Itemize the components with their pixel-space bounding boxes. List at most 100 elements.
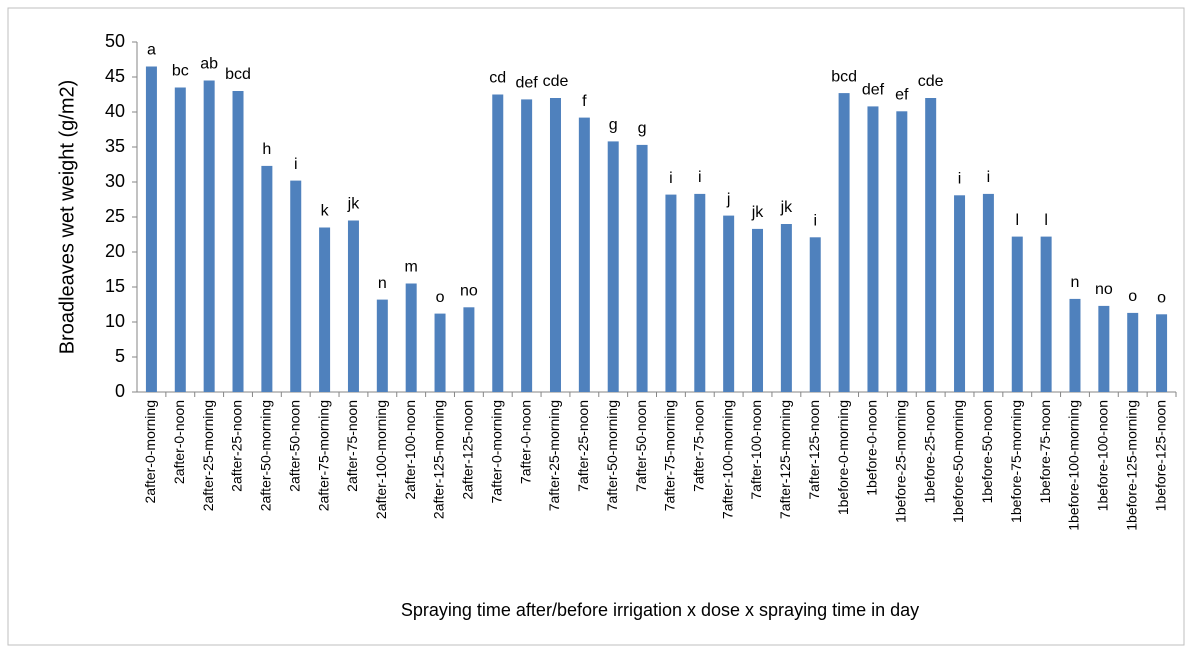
x-tick-label: 1before-125-noon: [1152, 400, 1168, 511]
y-tick-label: 0: [115, 381, 125, 401]
x-axis-label: Spraying time after/before irrigation x …: [401, 600, 919, 620]
bar-annotation: o: [1128, 288, 1137, 305]
bar: [578, 117, 590, 392]
x-tick-label: 7after-75-noon: [690, 400, 706, 492]
bar: [1011, 236, 1023, 392]
bar: [290, 180, 302, 392]
y-tick-label: 5: [115, 346, 125, 366]
x-tick-label: 1before-25-noon: [921, 400, 937, 504]
bar: [1127, 312, 1139, 392]
bar: [636, 144, 648, 392]
x-tick-label: 1before-0-morning: [835, 400, 851, 515]
bar-annotation: jk: [347, 196, 361, 213]
bar: [607, 141, 619, 392]
y-tick-label: 45: [105, 66, 125, 86]
bar: [752, 228, 764, 392]
bar-annotation: jk: [780, 199, 794, 216]
bar-annotation: m: [405, 259, 418, 276]
bar-annotation: o: [436, 289, 445, 306]
bar: [203, 80, 215, 392]
bar: [694, 193, 706, 392]
bar-annotation: ef: [895, 87, 909, 104]
bar: [319, 227, 331, 392]
x-tick-label: 2after-125-noon: [460, 400, 476, 500]
y-tick-label: 40: [105, 101, 125, 121]
bar: [1156, 314, 1168, 392]
y-axis-label: Broadleaves wet weight (g/m2): [56, 80, 78, 355]
bar-annotation: no: [1095, 281, 1113, 298]
x-tick-label: 7after-75-morning: [662, 400, 678, 511]
bar-annotation: f: [582, 93, 587, 110]
bar-annotation: l: [1044, 212, 1048, 229]
bar-annotation: def: [516, 75, 539, 92]
bar-annotation: j: [726, 191, 731, 208]
bar: [232, 91, 244, 392]
bar-annotation: i: [669, 170, 673, 187]
x-tick-label: 2after-100-noon: [402, 400, 418, 500]
bar-annotation: g: [609, 117, 618, 134]
bar: [174, 87, 186, 392]
bar-annotation: def: [862, 82, 885, 99]
bar-annotation: n: [378, 275, 387, 292]
bar-annotation: bc: [172, 63, 189, 80]
x-tick-label: 7after-50-morning: [604, 400, 620, 511]
x-tick-label: 1before-0-noon: [864, 400, 880, 496]
x-tick-label: 1before-50-morning: [950, 400, 966, 523]
x-tick-label: 2after-25-morning: [200, 400, 216, 511]
x-tick-label: 7after-0-morning: [488, 400, 504, 504]
y-tick-label: 25: [105, 206, 125, 226]
bar: [1069, 298, 1081, 392]
bar-annotation: cd: [489, 70, 506, 87]
x-tick-label: 2after-100-morning: [373, 400, 389, 519]
bar-annotation: ab: [200, 56, 218, 73]
bar-annotation: k: [321, 203, 330, 220]
bar: [867, 106, 879, 393]
bar: [954, 195, 966, 392]
y-tick-label: 15: [105, 276, 125, 296]
bar: [896, 111, 908, 393]
x-tick-label: 2after-75-noon: [344, 400, 360, 492]
bar-annotation: i: [813, 213, 817, 230]
x-tick-label: 1before-100-noon: [1095, 400, 1111, 511]
bar: [549, 98, 561, 392]
bar: [665, 194, 677, 392]
bar-annotation: no: [460, 283, 478, 300]
bar-annotation: i: [987, 169, 991, 186]
x-tick-label: 1before-75-noon: [1037, 400, 1053, 504]
x-tick-label: 2after-50-noon: [286, 400, 302, 492]
bar: [463, 307, 475, 392]
x-tick-label: 1before-125-morning: [1123, 400, 1139, 531]
bar-annotation: n: [1071, 274, 1080, 291]
x-tick-label: 1before-25-morning: [893, 400, 909, 523]
x-tick-label: 2after-75-morning: [315, 400, 331, 511]
bar: [809, 237, 821, 392]
x-tick-label: 2after-0-morning: [142, 400, 158, 504]
x-tick-label: 7after-125-noon: [806, 400, 822, 500]
x-tick-label: 1before-75-morning: [1008, 400, 1024, 523]
bar: [261, 165, 273, 392]
y-tick-label: 30: [105, 171, 125, 191]
x-tick-label: 7after-0-noon: [517, 400, 533, 484]
x-tick-label: 2after-50-morning: [258, 400, 274, 511]
bar-annotation: cde: [543, 73, 569, 90]
bar: [347, 220, 359, 392]
bar-annotation: i: [698, 169, 702, 186]
bar: [780, 224, 792, 392]
bar: [838, 93, 850, 392]
x-tick-label: 2after-0-noon: [171, 400, 187, 484]
bar: [376, 299, 388, 392]
bar: [492, 94, 504, 392]
bar: [521, 99, 533, 393]
bar: [1040, 236, 1052, 392]
x-tick-label: 1before-50-noon: [979, 400, 995, 504]
bar-annotation: h: [262, 141, 271, 158]
bar-annotation: a: [147, 42, 156, 59]
bar: [1098, 305, 1110, 392]
bar-annotation: bcd: [831, 68, 857, 85]
x-tick-label: 7after-100-noon: [748, 400, 764, 500]
x-tick-label: 1before-100-morning: [1066, 400, 1082, 531]
x-tick-label: 7after-50-noon: [633, 400, 649, 492]
x-tick-label: 2after-25-noon: [229, 400, 245, 492]
y-tick-label: 10: [105, 311, 125, 331]
x-tick-label: 2after-125-morning: [431, 400, 447, 519]
